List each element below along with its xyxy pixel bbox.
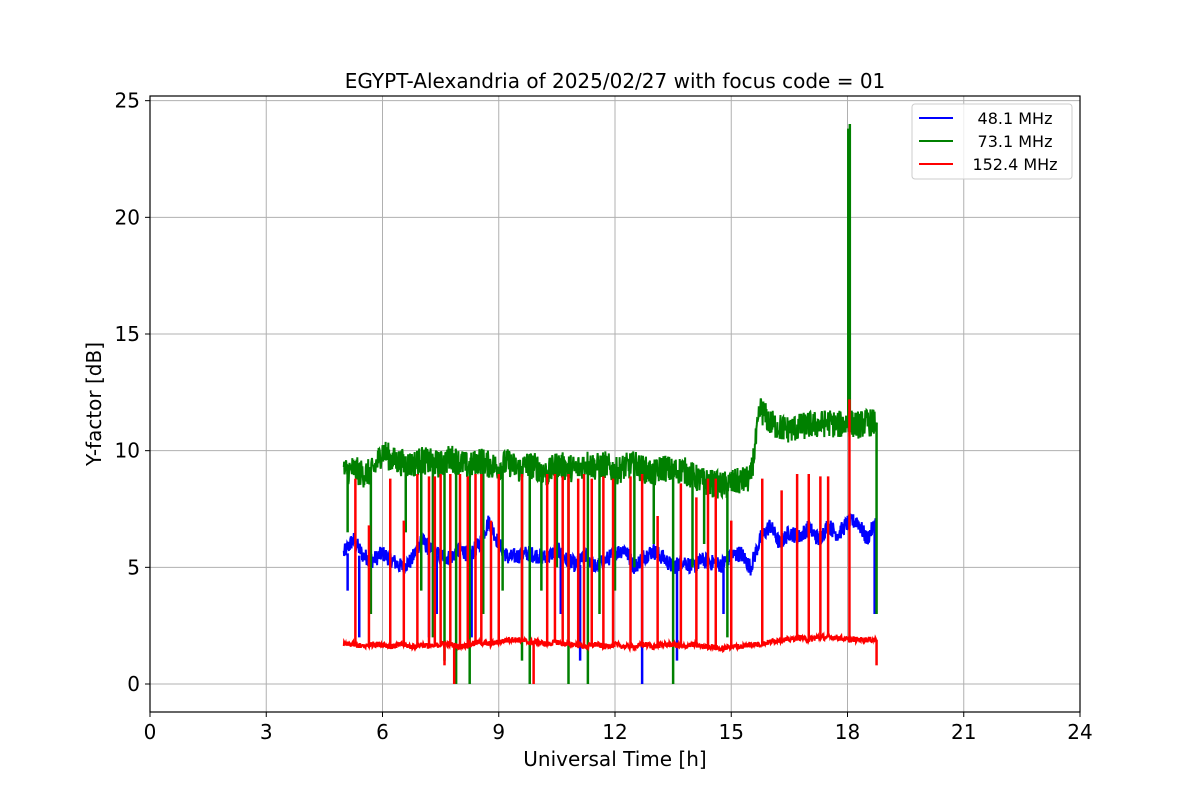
x-tick-label: 21	[951, 720, 976, 744]
legend-box	[911, 103, 1073, 180]
x-tick-label: 3	[260, 720, 273, 744]
x-tick-label: 0	[144, 720, 157, 744]
series-line	[342, 398, 878, 501]
legend-label: 48.1 MHz	[978, 109, 1053, 128]
x-tick-label: 24	[1067, 720, 1092, 744]
x-tick-label: 12	[602, 720, 627, 744]
legend: 48.1 MHz 73.1 MHz 152.4 MHz	[911, 103, 1073, 180]
plot-lines	[342, 124, 878, 684]
legend-label: 73.1 MHz	[978, 132, 1053, 151]
x-tick-label: 15	[719, 720, 744, 744]
x-tick-label: 6	[376, 720, 389, 744]
x-axis-label: Universal Time [h]	[523, 747, 706, 771]
y-tick-label: 5	[127, 555, 140, 579]
series-2	[342, 399, 878, 684]
y-axis-label: Y-factor [dB]	[82, 342, 106, 467]
tick-labels: 0 3 6 9 12 15 18 21 24 0 5 10 15 20 25	[115, 89, 1093, 744]
y-tick-label: 25	[115, 89, 140, 113]
y-tick-label: 15	[115, 322, 140, 346]
x-tick-label: 9	[492, 720, 505, 744]
series-line	[342, 630, 878, 654]
x-tick-label: 18	[835, 720, 860, 744]
y-tick-label: 20	[115, 205, 140, 229]
chart-title: EGYPT-Alexandria of 2025/02/27 with focu…	[345, 69, 886, 93]
y-tick-label: 0	[127, 672, 140, 696]
legend-label: 152.4 MHz	[972, 155, 1057, 174]
y-tick-label: 10	[115, 439, 140, 463]
